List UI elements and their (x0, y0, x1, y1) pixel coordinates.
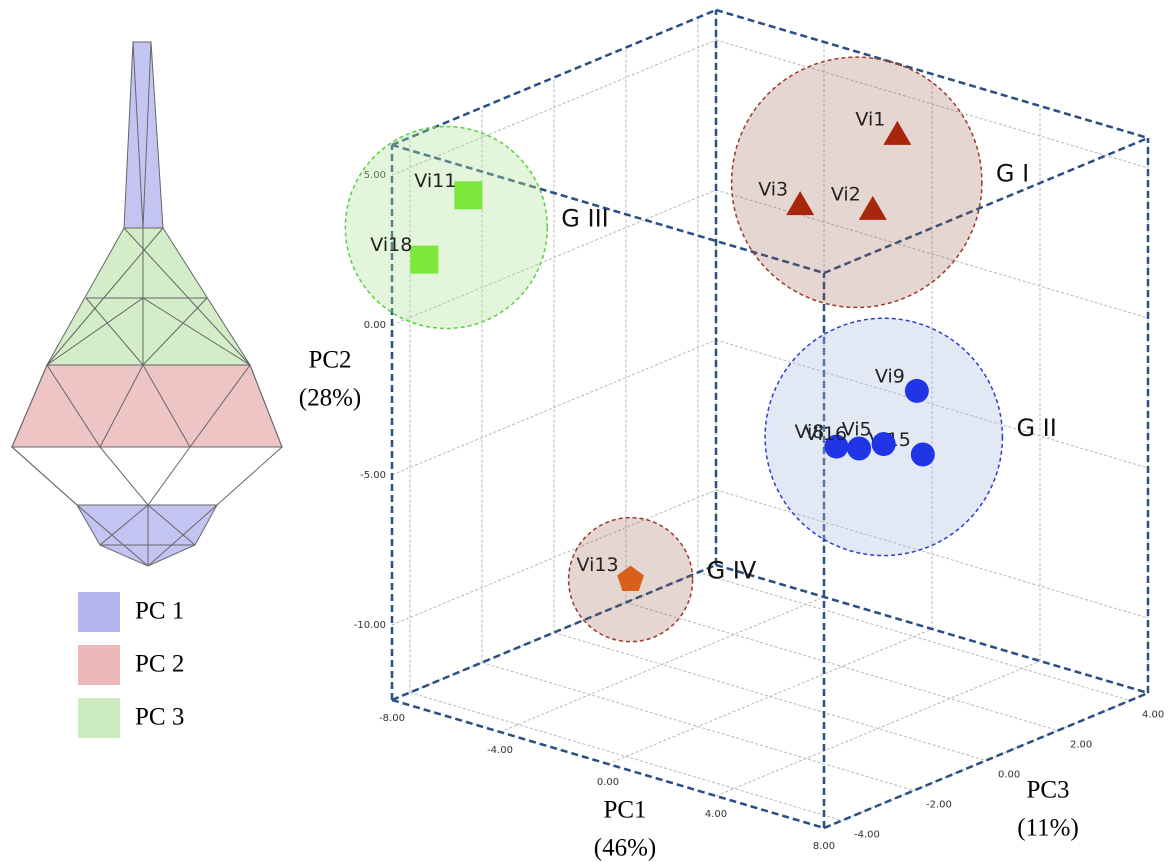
y-tick-label: -10.00 (354, 620, 386, 631)
x-tick-label: 4.00 (705, 809, 727, 820)
point (454, 181, 482, 209)
point (905, 379, 929, 403)
diagram-white (12, 447, 282, 505)
diagram-spike (124, 42, 163, 228)
point-label: Vi5 (842, 419, 872, 441)
point-label: Vi1 (855, 108, 885, 130)
x-tick-label: 0.00 (597, 777, 619, 788)
group-label: G IV (707, 557, 757, 585)
grid-line (554, 633, 986, 761)
z-tick-label: -4.00 (854, 830, 880, 841)
x-tick-label: 8.00 (813, 841, 835, 852)
grid-line (482, 663, 914, 791)
legend-swatch (78, 698, 120, 738)
z-tick-label: 0.00 (998, 770, 1020, 781)
box-edge (716, 565, 1148, 693)
group-label: G II (1016, 414, 1056, 442)
point-label: Vi3 (758, 179, 788, 201)
pc-diagram (12, 42, 282, 566)
plot: -8.00-4.000.004.008.005.000.00-5.00-10.0… (299, 10, 1165, 862)
point (872, 432, 896, 456)
legend-swatch (78, 592, 120, 632)
point (911, 442, 935, 466)
z-tick-label: -2.00 (926, 800, 952, 811)
diagram-bottom (77, 505, 217, 566)
axis-label: PC3 (1026, 777, 1069, 804)
axis-label: (11%) (1017, 815, 1079, 842)
x-tick-label: -8.00 (379, 713, 405, 724)
y-tick-label: 0.00 (364, 320, 386, 331)
point-label: Vi13 (577, 554, 619, 576)
group-circle (345, 126, 547, 328)
axis-label: (46%) (594, 835, 656, 862)
diagram-legend: PC 1 PC 2 PC 3 (78, 592, 184, 738)
z-tick-label: 4.00 (1142, 710, 1164, 721)
point-label: Vi2 (831, 183, 861, 205)
z-tick-label: 2.00 (1070, 740, 1092, 751)
legend-label: PC 1 (135, 598, 184, 625)
point-label: Vi9 (875, 365, 905, 387)
point-label: Vi18 (370, 234, 412, 256)
legend-label: PC 3 (135, 704, 184, 731)
point (410, 246, 438, 274)
x-tick-label: -4.00 (487, 745, 513, 756)
point-label: Vi11 (414, 170, 456, 192)
axis-label: PC2 (308, 347, 351, 374)
legend-swatch (78, 645, 120, 685)
grid-line (698, 573, 1130, 701)
diagram-green (47, 228, 250, 365)
group-label: G III (561, 204, 608, 232)
axis-label: (28%) (299, 385, 361, 412)
group-label: G I (996, 159, 1029, 187)
axis-label: PC1 (603, 797, 646, 824)
y-tick-label: -5.00 (360, 470, 386, 481)
figure: PC 1PC 2PC 3 -8.00-4.000.004.008.005.000… (0, 0, 1176, 862)
grid-line (626, 603, 1058, 731)
legend-label: PC 2 (135, 651, 184, 678)
